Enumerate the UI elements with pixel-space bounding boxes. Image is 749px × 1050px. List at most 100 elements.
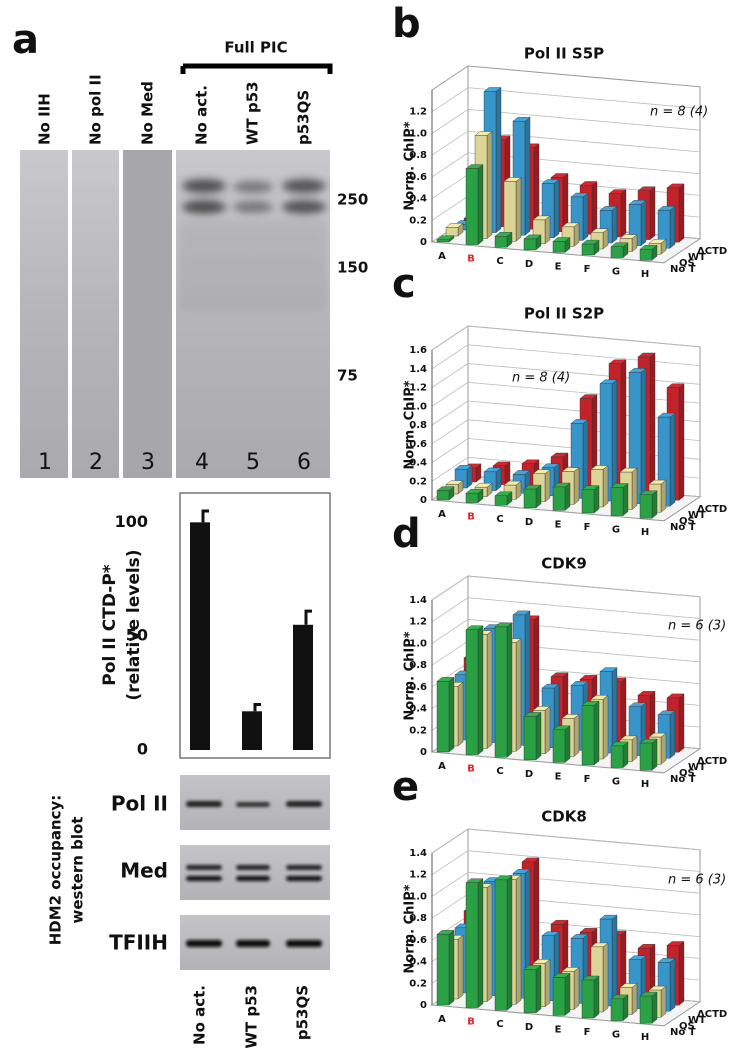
chart-title: CDK8	[541, 808, 587, 826]
bar-front	[465, 168, 479, 245]
lane-number: 1	[38, 450, 52, 475]
y-axis-label: Pol II CTD-P*	[100, 564, 120, 685]
x-tick-label: B	[467, 512, 475, 523]
bar-side	[678, 383, 685, 501]
bar-side	[448, 676, 455, 753]
gel-lane	[72, 150, 119, 478]
bar-front	[436, 239, 450, 243]
legend-label: WT	[688, 252, 706, 263]
panel-letter: e	[392, 764, 419, 810]
x-tick-label: C	[496, 766, 503, 777]
y-tick-label: 1.6	[409, 345, 427, 356]
bar-front	[639, 742, 653, 771]
grid-line	[431, 828, 701, 854]
blot-row-label: Pol II	[111, 792, 168, 816]
y-tick-label: 1.2	[409, 617, 427, 628]
bar-side	[649, 352, 656, 499]
legend-label: WT	[688, 762, 706, 773]
bar-front	[465, 629, 479, 755]
legend-label: QS	[679, 768, 695, 779]
x-tick-label: D	[525, 517, 533, 528]
bar-3d	[494, 622, 513, 758]
bar-3d	[532, 215, 551, 245]
legend-label: WT	[688, 1015, 706, 1026]
bar	[190, 522, 210, 750]
bar-3d	[628, 199, 647, 247]
x-tick-label: B	[467, 1017, 475, 1028]
y-tick-label: 0.4	[409, 458, 427, 469]
bar-3d	[657, 205, 676, 249]
legend-label: ΔCTD	[697, 504, 727, 515]
y-axis-label: Norm. ChIP*	[403, 631, 418, 720]
bar-3d	[581, 975, 600, 1019]
bar	[242, 711, 262, 750]
bar-side	[678, 693, 685, 753]
lane-number: 4	[195, 450, 209, 475]
panel-letter: a	[12, 17, 39, 63]
bar-front	[639, 249, 653, 261]
y-tick-label: 0	[420, 1000, 427, 1011]
bar-side	[651, 490, 658, 519]
bar-side	[611, 667, 618, 754]
marker-label: 150	[337, 259, 368, 277]
legend-label: No T	[670, 1027, 696, 1038]
bar-side	[564, 725, 571, 763]
bar-side	[524, 116, 531, 236]
y-tick-label: 0.4	[409, 704, 427, 715]
bar-side	[506, 875, 513, 1011]
bar-front	[523, 488, 537, 508]
bar-3d	[610, 483, 629, 517]
x-tick-label: p53QS	[294, 985, 312, 1040]
y-tick-label: 0	[420, 495, 427, 506]
bar-front	[581, 489, 595, 514]
bar-3d	[465, 164, 484, 246]
legend-label: QS	[679, 516, 695, 527]
bar-side	[631, 983, 638, 1016]
x-tick-label: H	[641, 269, 649, 280]
bar-side	[544, 958, 551, 1008]
lane-label: No Med	[139, 81, 157, 145]
bar-front	[552, 241, 566, 253]
bar-side	[477, 164, 484, 246]
x-tick-label: E	[555, 261, 562, 272]
bar-3d	[639, 244, 658, 261]
y-tick-label: 0	[420, 237, 427, 248]
bar-side	[495, 87, 502, 234]
x-tick-label: E	[555, 519, 562, 530]
y-tick-label: 0.2	[409, 725, 427, 736]
bar-3d	[552, 482, 571, 511]
bar-front	[445, 227, 459, 237]
bar-front	[523, 969, 537, 1013]
grid-line	[431, 325, 701, 351]
y-tick-label: 0.6	[409, 439, 427, 450]
bar-side	[651, 738, 658, 771]
x-tick-label: H	[641, 527, 649, 538]
bar-front	[523, 238, 537, 250]
y-tick-label: 0.8	[409, 913, 427, 924]
bar-side	[611, 914, 618, 1007]
y-tick-label: 0.6	[409, 935, 427, 946]
x-tick-label: F	[584, 264, 591, 275]
bar-side	[506, 622, 513, 758]
bar-side	[678, 941, 685, 1006]
legend-label: No T	[670, 774, 696, 785]
bar-side	[573, 713, 580, 757]
legend-label: WT	[688, 510, 706, 521]
y-tick-label: 1.0	[409, 891, 427, 902]
bar-front	[552, 729, 566, 763]
panel-letter: b	[392, 1, 421, 47]
bar-side	[573, 966, 580, 1010]
x-tick-label: B	[467, 764, 475, 775]
x-tick-label: C	[496, 514, 503, 525]
x-tick-label: No act.	[191, 985, 209, 1045]
bar-side	[649, 186, 656, 241]
x-tick-label: C	[496, 256, 503, 267]
bar-front	[610, 998, 624, 1021]
x-tick-label: E	[555, 771, 562, 782]
x-tick-label: B	[467, 254, 475, 265]
legend-label: ΔCTD	[697, 1009, 727, 1020]
blot-strip	[180, 845, 330, 900]
bar-side	[477, 625, 484, 756]
